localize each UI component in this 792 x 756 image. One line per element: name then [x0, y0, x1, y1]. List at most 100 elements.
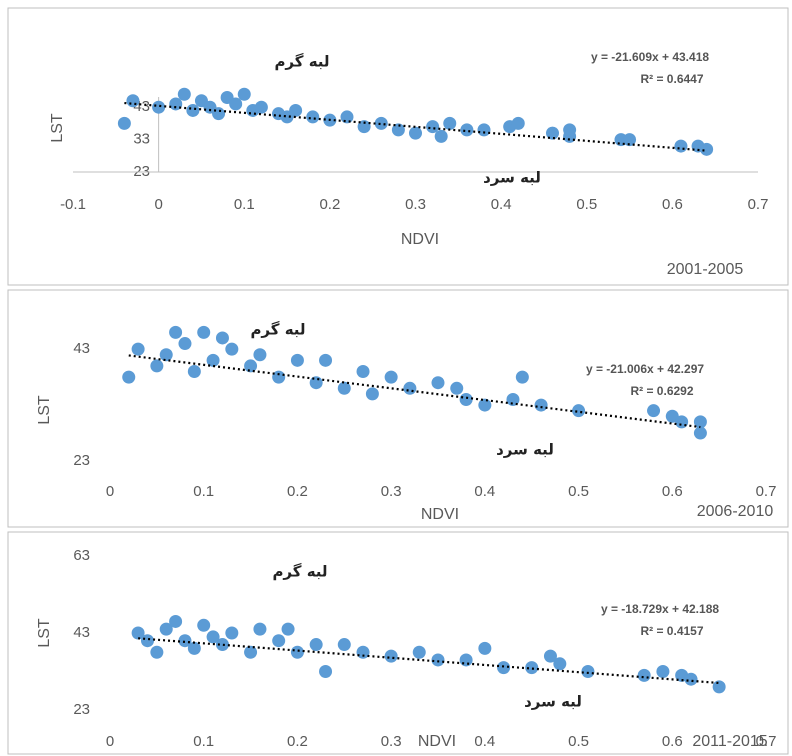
point — [159, 622, 173, 636]
point — [384, 649, 398, 663]
cold-edge-label: لبه سرد — [496, 441, 554, 459]
warm-edge-label: لبه گرم — [272, 563, 327, 581]
point — [281, 622, 295, 636]
cold-edge-label: لبه سرد — [483, 169, 541, 187]
point — [426, 120, 440, 134]
point — [553, 657, 567, 671]
point — [131, 626, 145, 640]
point — [150, 359, 164, 373]
x-tick-label: 0.7 — [756, 483, 777, 500]
x-tick-label: 0.7 — [748, 196, 769, 213]
y-axis-label: LST — [49, 113, 66, 143]
x-tick-label: 0.1 — [193, 483, 214, 500]
x-tick-label: 0.4 — [474, 733, 495, 750]
equation: y = -21.609x + 43.418 — [591, 50, 709, 64]
trendline — [138, 637, 720, 685]
y-tick-label: 63 — [73, 547, 90, 564]
point — [693, 415, 707, 429]
point — [374, 116, 388, 130]
point — [169, 614, 183, 628]
warm-edge-label: لبه گرم — [274, 53, 329, 71]
point — [150, 645, 164, 659]
point — [365, 387, 379, 401]
equation: y = -18.729x + 42.188 — [601, 602, 719, 616]
point — [431, 653, 445, 667]
point — [357, 120, 371, 134]
x-tick-label: 0.6 — [662, 483, 683, 500]
point — [497, 661, 511, 675]
point — [253, 348, 267, 362]
point — [384, 370, 398, 384]
trendline — [124, 101, 707, 152]
point — [356, 645, 370, 659]
trendline — [128, 354, 701, 429]
point — [206, 353, 220, 367]
point — [391, 123, 405, 137]
point — [169, 325, 183, 339]
point — [403, 381, 417, 395]
point — [306, 110, 320, 124]
x-tick-label: 0.2 — [319, 196, 340, 213]
point — [254, 100, 268, 114]
point — [117, 116, 131, 130]
point — [225, 342, 239, 356]
x-tick-label: 0.6 — [662, 196, 683, 213]
point — [409, 126, 422, 140]
y-tick-label: 43 — [73, 340, 90, 357]
point — [187, 365, 201, 379]
x-tick-label: 0 — [106, 483, 114, 500]
point — [546, 126, 559, 140]
point — [478, 641, 492, 655]
point — [126, 94, 140, 108]
x-axis-label: NDVI — [421, 506, 459, 523]
point — [443, 116, 457, 130]
y-axis-label: LST — [36, 395, 53, 425]
x-tick-label: 0.3 — [381, 733, 402, 750]
point — [197, 325, 211, 339]
x-tick-label: 0.5 — [568, 733, 589, 750]
x-tick-label: 0.2 — [287, 483, 308, 500]
r-squared: R² = 0.6292 — [630, 384, 693, 398]
point — [290, 645, 304, 659]
point — [525, 661, 539, 675]
point — [693, 426, 707, 440]
point — [244, 359, 258, 373]
x-tick-label: 0 — [106, 733, 114, 750]
point — [152, 100, 166, 114]
point — [478, 398, 492, 412]
point — [581, 665, 595, 678]
x-tick-label: -0.1 — [60, 196, 86, 213]
point — [477, 123, 491, 137]
point — [450, 381, 464, 395]
point — [674, 139, 688, 153]
point — [572, 404, 586, 418]
point — [187, 641, 201, 655]
period-label: 2001-2005 — [667, 261, 744, 278]
y-tick-label: 43 — [73, 624, 90, 641]
point — [434, 129, 448, 143]
point — [459, 653, 473, 667]
point — [178, 337, 192, 351]
point — [459, 392, 473, 406]
point — [356, 365, 370, 379]
point — [511, 116, 525, 130]
point — [177, 87, 191, 101]
cold-edge-label: لبه سرد — [524, 693, 582, 711]
point — [700, 142, 714, 156]
point — [186, 103, 200, 117]
point — [337, 381, 351, 395]
point — [215, 331, 229, 345]
point — [215, 638, 229, 652]
y-tick-label: 33 — [133, 131, 150, 148]
point — [197, 618, 211, 632]
r-squared: R² = 0.4157 — [640, 624, 703, 638]
point — [169, 97, 183, 111]
point — [515, 370, 529, 384]
x-tick-label: 0.5 — [568, 483, 589, 500]
x-tick-label: 0.3 — [381, 483, 402, 500]
point — [412, 645, 426, 659]
panel-border — [7, 289, 789, 528]
point — [543, 649, 557, 663]
